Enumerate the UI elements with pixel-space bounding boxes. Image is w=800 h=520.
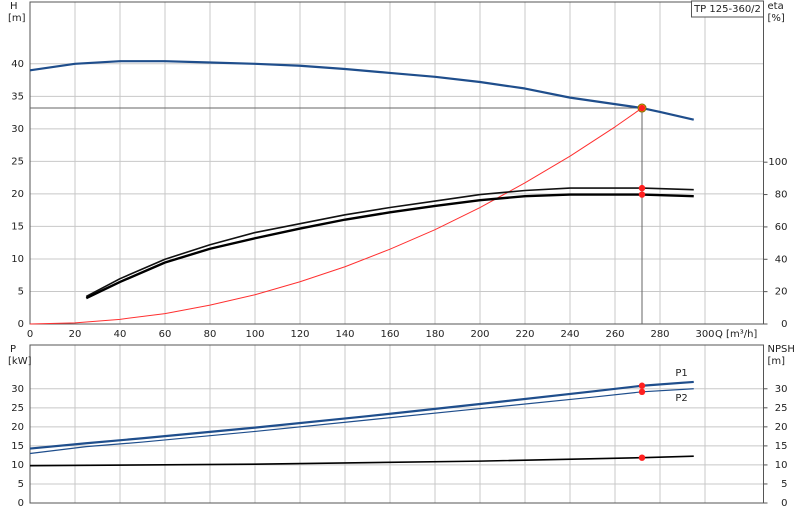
x-tick-label: 20 [69,329,82,340]
y2-axis-title: NPSH [768,344,795,355]
y2-tick-label: 60 [775,222,788,233]
y2-axis-title: eta [768,1,784,12]
y-tick-label: 25 [11,156,24,167]
y-tick-label: 30 [11,384,24,395]
y2-tick-label: 80 [775,190,788,201]
chart-title: TP 125-360/2 [693,4,761,15]
y-tick-label: 15 [11,441,24,452]
x-tick-label: 140 [335,329,354,340]
y2-tick-label: 0 [781,319,787,330]
x-tick-label: 160 [380,329,399,340]
y-axis-title: H [10,1,18,12]
y-tick-label: 25 [11,403,24,414]
x-tick-label: 80 [204,329,217,340]
y-tick-label: 35 [11,91,24,102]
y-tick-label: 10 [11,460,24,471]
y-tick-label: 20 [11,422,24,433]
y2-tick-label: 10 [775,460,788,471]
plot-frame [29,344,764,504]
curve [85,193,694,300]
duty-point [638,388,646,396]
y2-axis-unit: [%] [768,13,785,24]
duty-point [638,184,646,192]
y-tick-label: 0 [18,498,24,509]
y2-tick-label: 25 [775,403,788,414]
x-tick-label: 0 [27,329,33,340]
x-tick-label: 300 [695,329,714,340]
curve [29,388,694,455]
x-tick-label: 280 [650,329,669,340]
title-box [691,0,764,18]
y-tick-label: 5 [18,286,24,297]
x-tick-label: 200 [470,329,489,340]
curve [85,187,694,298]
y2-tick-label: 20 [775,287,788,298]
x-tick-label: 240 [560,329,579,340]
y2-tick-label: 5 [781,479,787,490]
x-tick-label: 40 [114,329,127,340]
y2-axis-unit: [m] [768,356,786,367]
duty-point [638,382,646,389]
x-tick-label: 100 [245,329,264,340]
y-tick-label: 20 [11,189,24,200]
series-label: P1 [675,368,687,379]
duty-point [638,191,646,198]
curve [29,107,643,325]
x-tick-label: 260 [605,329,624,340]
plot-frame [29,1,764,325]
y-axis-title: P [10,344,16,355]
curve [29,380,694,450]
y-tick-label: 40 [11,59,24,70]
series-label: P2 [675,393,687,404]
y2-tick-label: 20 [775,422,788,433]
curve [29,60,694,121]
x-tick-label: 120 [290,329,309,340]
y-tick-label: 5 [18,479,24,490]
y2-tick-label: 40 [775,254,788,265]
x-tick-label: 60 [159,329,172,340]
duty-point [638,104,646,112]
y-axis-unit: [kW] [8,356,32,367]
y-axis-unit: [m] [8,13,26,24]
y2-tick-label: 15 [775,441,788,452]
y-tick-label: 10 [11,254,24,265]
y-tick-label: 30 [11,124,24,135]
y-tick-label: 15 [11,221,24,232]
x-tick-label: 180 [425,329,444,340]
curve [29,455,694,467]
y-tick-label: 0 [18,319,24,330]
x-axis-title: Q [m³/h] [715,329,757,340]
y2-tick-label: 0 [781,498,787,509]
duty-point [638,454,646,461]
y2-tick-label: 30 [775,384,788,395]
y2-tick-label: 100 [768,157,787,168]
x-tick-label: 220 [515,329,534,340]
